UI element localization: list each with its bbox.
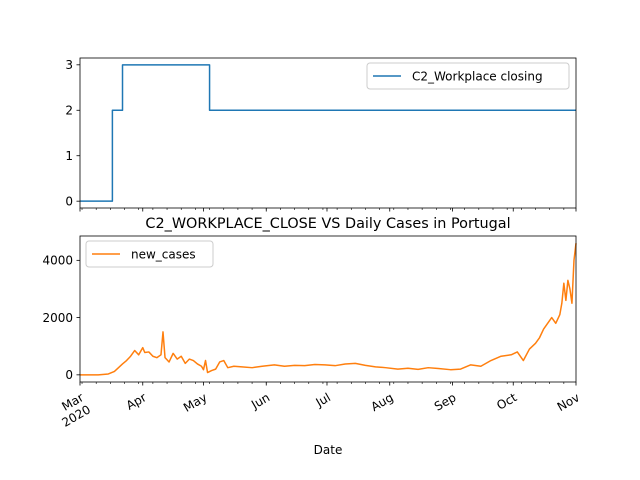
top-axes-frame	[79, 57, 577, 209]
top-y-tick-label-2: 2	[65, 103, 73, 117]
top-panel: 0 1 2 3 C2_Workplace closing	[65, 57, 577, 212]
top-legend-box	[366, 62, 570, 90]
bottom-y-tick-label-2: 4000	[42, 254, 73, 268]
top-legend: C2_Workplace closing	[366, 62, 570, 90]
bottom-series-line-0	[80, 243, 577, 376]
top-x-axis	[79, 208, 577, 212]
top-legend-label: C2_Workplace closing	[412, 70, 543, 84]
x-axis-label: Date	[314, 443, 343, 457]
top-y-tick-label-3: 3	[65, 58, 73, 72]
bottom-legend-box	[85, 240, 214, 268]
x-tick-label-group-4: Jul	[313, 390, 333, 410]
top-series-lines	[80, 64, 576, 202]
bottom-axes-frame	[79, 235, 577, 383]
bottom-y-tick-label-0: 0	[65, 368, 73, 382]
top-y-tick-label-1: 1	[65, 149, 73, 163]
bottom-legend-label: new_cases	[131, 248, 196, 262]
bottom-legend: new_cases	[85, 240, 214, 268]
bottom-y-tick-label-1: 2000	[42, 311, 73, 325]
top-y-tick-label-0: 0	[65, 194, 73, 208]
top-series-line-0	[80, 64, 576, 202]
x-tick-label-4: Jul	[313, 390, 333, 410]
bottom-y-axis: 0 2000 4000	[42, 254, 80, 382]
top-y-axis: 0 1 2 3	[65, 58, 80, 208]
chart-title: C2_WORKPLACE_CLOSE VS Daily Cases in Por…	[145, 216, 510, 232]
bottom-series-lines	[80, 243, 577, 376]
